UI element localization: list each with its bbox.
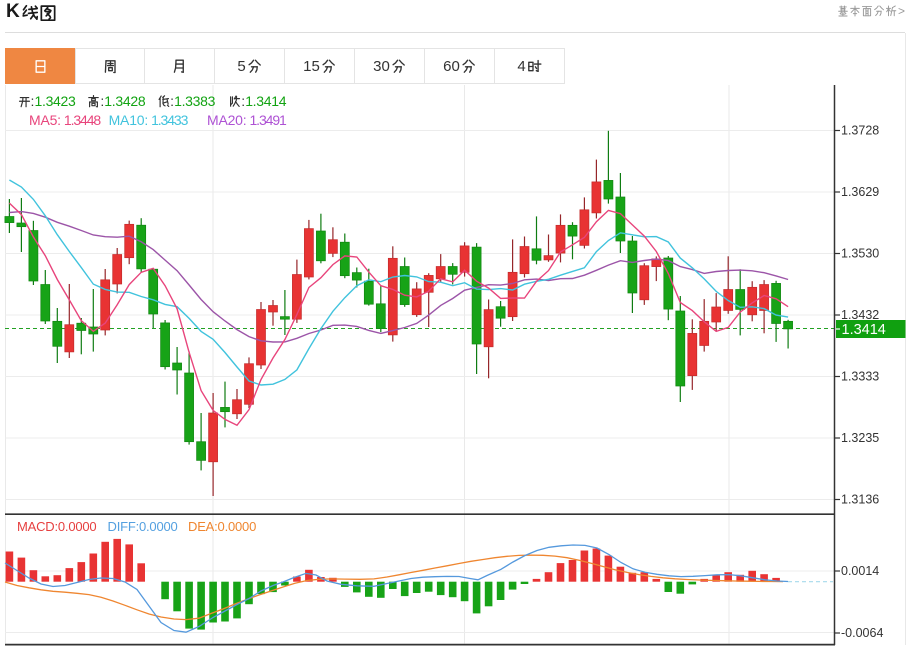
svg-text:1.3235: 1.3235: [841, 431, 879, 445]
svg-text:1.3728: 1.3728: [841, 124, 879, 138]
svg-text:0.0014: 0.0014: [841, 564, 879, 578]
svg-text:1.3414: 1.3414: [842, 322, 886, 338]
svg-text:-0.0064: -0.0064: [841, 626, 883, 640]
svg-text:1.3136: 1.3136: [841, 493, 879, 507]
svg-text:1.3333: 1.3333: [841, 370, 879, 384]
svg-text:1.3629: 1.3629: [841, 185, 879, 199]
svg-text:1.3530: 1.3530: [841, 247, 879, 261]
svg-text:1.3432: 1.3432: [841, 308, 879, 322]
